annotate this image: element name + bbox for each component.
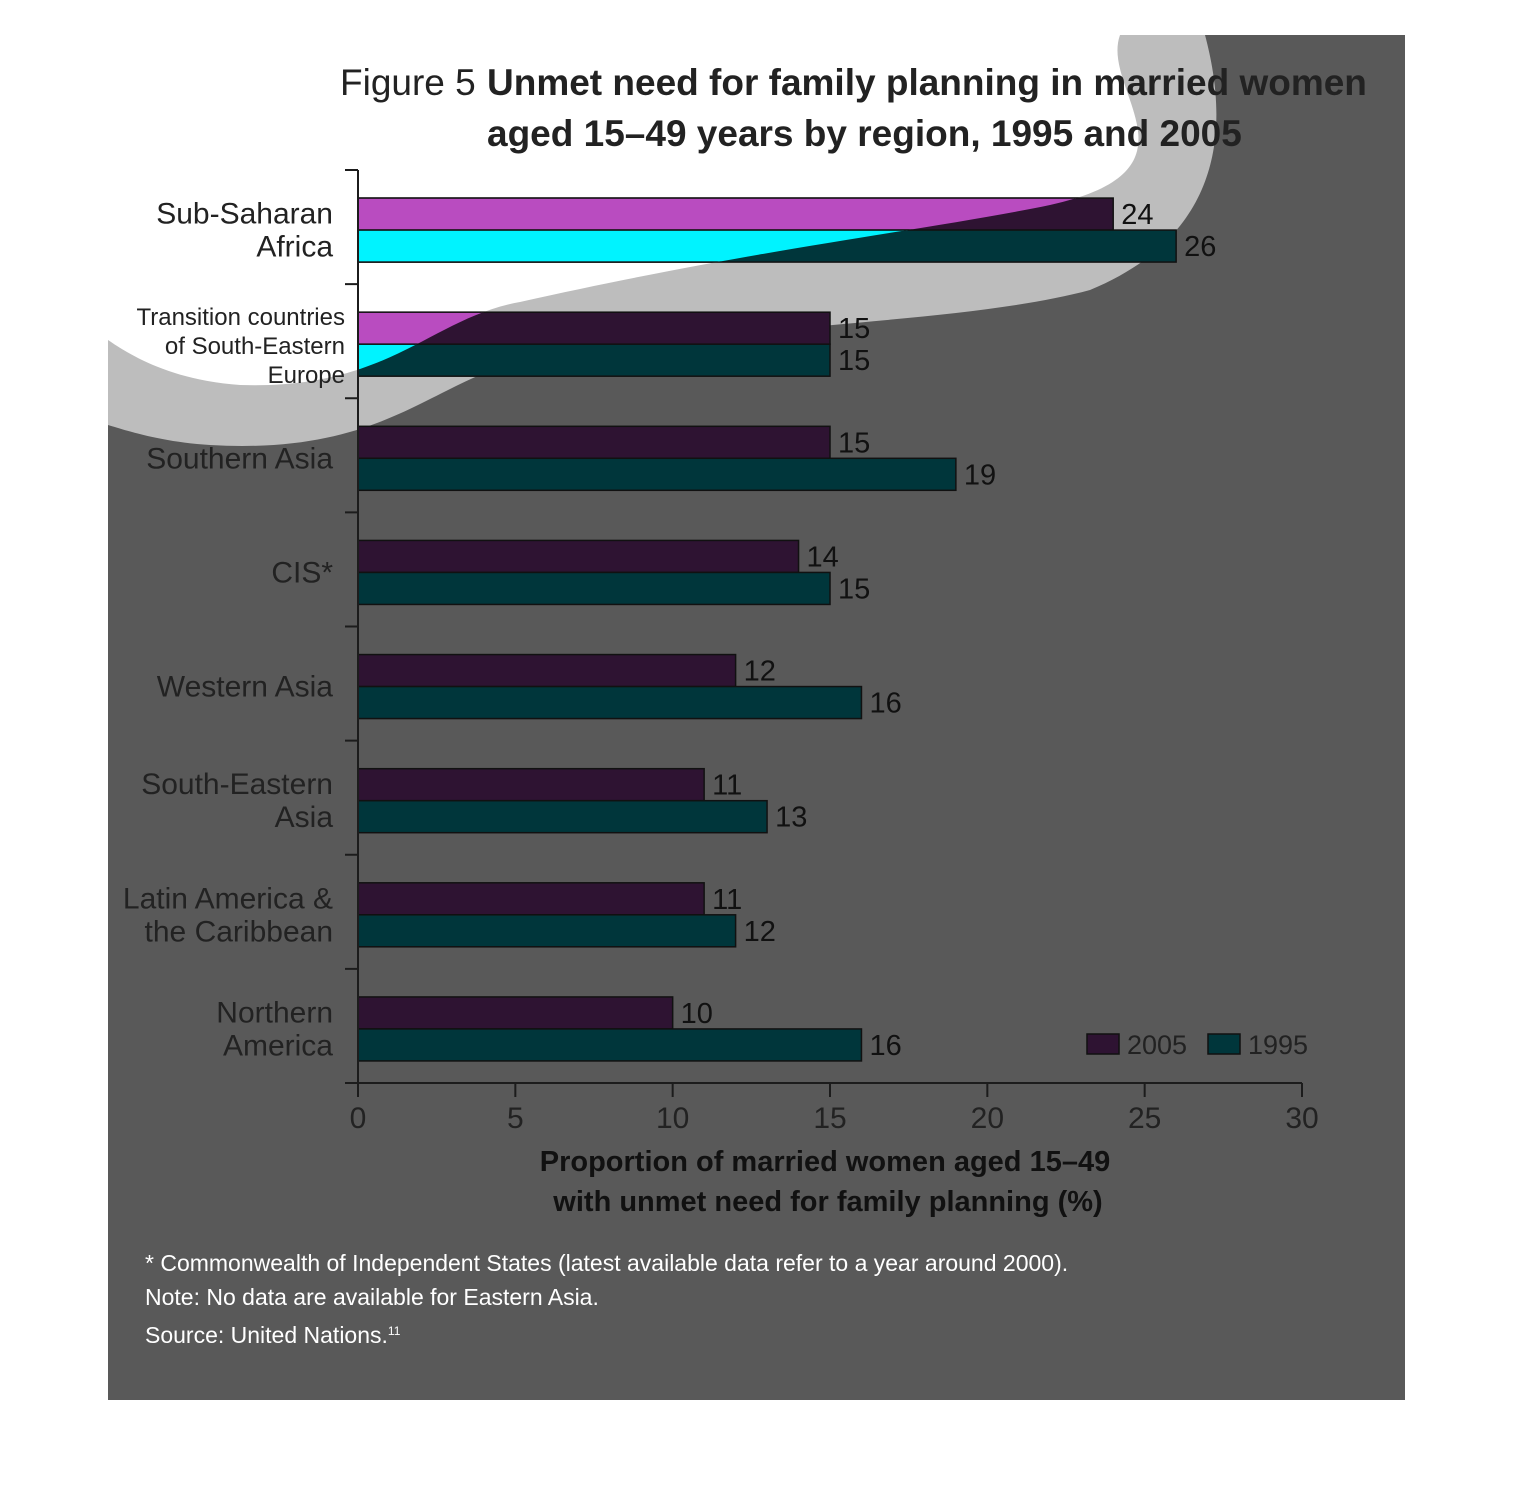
source-line: Source: United Nations.11 (145, 1314, 1068, 1352)
bar-2005 (357, 425, 831, 460)
legend-label-1995: 1995 (1248, 1030, 1308, 1060)
x-tick-label: 10 (656, 1102, 689, 1135)
bar-2005 (357, 653, 737, 688)
source-reference: 11 (387, 1324, 401, 1338)
bar-1995 (357, 914, 737, 948)
value-label: 12 (744, 916, 776, 948)
figure-label: Figure 5 (340, 62, 476, 103)
bar-1995 (357, 685, 863, 720)
category-label: Western Asia (157, 671, 334, 704)
bar-1995 (357, 343, 831, 377)
value-label: 26 (1184, 231, 1216, 263)
bar-2005 (357, 539, 800, 574)
x-tick-label: 30 (1285, 1102, 1318, 1135)
category-label: of South-Eastern (165, 333, 345, 360)
value-label: 19 (964, 459, 996, 491)
notes-block: * Commonwealth of Independent States (la… (145, 1246, 1068, 1352)
x-tick-label: 0 (350, 1102, 367, 1135)
chart-title-line2: aged 15–49 years by region, 1995 and 200… (487, 113, 1242, 154)
source-text: Source: United Nations. (145, 1322, 388, 1348)
chart-title-line1: Unmet need for family planning in marrie… (487, 62, 1367, 103)
bar-2005 (357, 882, 705, 916)
value-label: 15 (838, 573, 870, 605)
category-label: America (223, 1029, 333, 1062)
value-label: 13 (775, 802, 807, 834)
category-label: Latin America & (123, 882, 333, 915)
category-label: Sub-Saharan (156, 198, 333, 231)
value-label: 15 (838, 427, 870, 459)
bar-1995 (357, 1028, 863, 1062)
category-label: Asia (275, 801, 334, 834)
value-label: 11 (712, 770, 742, 802)
value-label: 24 (1121, 199, 1153, 231)
value-label: 11 (712, 884, 742, 916)
category-label: Northern (216, 996, 333, 1029)
value-label: 14 (807, 541, 839, 573)
x-tick-label: 5 (507, 1102, 524, 1135)
value-label: 15 (838, 313, 870, 345)
legend-swatch-2005 (1086, 1033, 1120, 1055)
x-tick-label: 15 (813, 1102, 846, 1135)
category-label: Southern Asia (146, 442, 333, 475)
legend-label-2005: 2005 (1127, 1030, 1187, 1060)
legend: 2005 1995 (1086, 1030, 1308, 1060)
category-label: South-Eastern (141, 768, 333, 801)
category-label: CIS* (271, 556, 333, 589)
bar-1995 (357, 457, 957, 492)
value-label: 16 (869, 1030, 901, 1062)
x-tick-label: 20 (971, 1102, 1004, 1135)
category-label: Transition countries (136, 304, 345, 331)
x-tick-label: 25 (1128, 1102, 1161, 1135)
note-eastern-asia: Note: No data are available for Eastern … (145, 1284, 599, 1310)
value-label: 10 (681, 998, 713, 1030)
x-axis-label-line2: with unmet need for family planning (%) (552, 1186, 1102, 1218)
bar-1995 (357, 799, 768, 834)
footnote-cis: * Commonwealth of Independent States (la… (145, 1250, 1069, 1276)
x-ticks-group: 0 5 10 15 20 25 30 (350, 1083, 1319, 1135)
legend-swatch-1995 (1207, 1033, 1241, 1055)
bar-2005 (357, 996, 674, 1030)
bar-2005 (357, 767, 705, 802)
category-label: the Caribbean (145, 915, 333, 948)
value-label: 16 (869, 688, 901, 720)
value-label: 15 (838, 345, 870, 377)
category-label: Africa (256, 231, 333, 264)
value-label: 12 (744, 656, 776, 688)
bar-1995 (357, 571, 831, 606)
category-label: Europe (268, 362, 345, 389)
x-axis-label-line1: Proportion of married women aged 15–49 (540, 1146, 1110, 1178)
y-ticks-group (345, 169, 358, 1084)
